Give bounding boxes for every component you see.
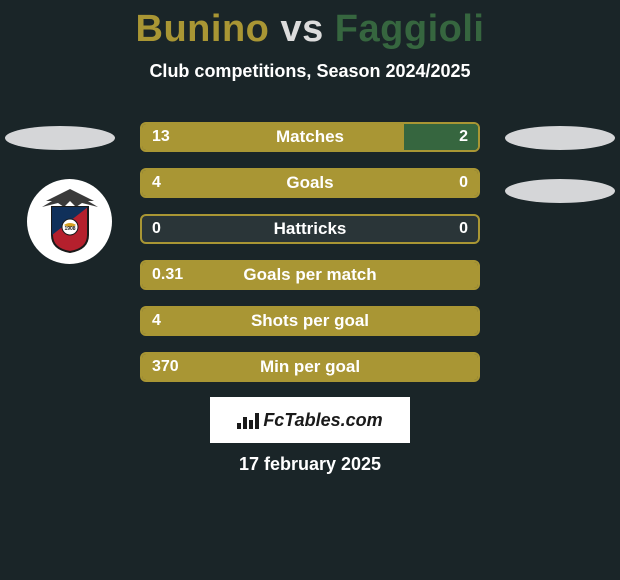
stat-row: 0.31Goals per match: [140, 260, 480, 290]
fctables-label: FcTables.com: [263, 410, 382, 431]
stat-row: 0Hattricks0: [140, 214, 480, 244]
stat-row: 13Matches2: [140, 122, 480, 152]
stat-value-player2: 2: [459, 124, 468, 150]
stat-row: 370Min per goal: [140, 352, 480, 382]
crest-graphic: 1908: [45, 193, 95, 251]
stat-label: Hattricks: [142, 216, 478, 242]
icon-bar: [243, 417, 247, 429]
stat-value-player2: 0: [459, 170, 468, 196]
title-vs: vs: [280, 8, 323, 50]
date-label: 17 february 2025: [0, 454, 620, 475]
stat-label: Min per goal: [142, 354, 478, 380]
bar-chart-icon: [237, 411, 259, 429]
shield-icon: 1908: [50, 205, 90, 253]
stat-value-player2: 0: [459, 216, 468, 242]
title-player1: Bunino: [136, 8, 270, 50]
stat-label: Matches: [142, 124, 478, 150]
page-title: Bunino vs Faggioli: [0, 0, 620, 51]
team-badge-placeholder-right-2: [505, 179, 615, 203]
team-badge-placeholder-top-right: [505, 126, 615, 150]
stat-label: Shots per goal: [142, 308, 478, 334]
stat-label: Goals per match: [142, 262, 478, 288]
comparison-bars: 13Matches24Goals00Hattricks00.31Goals pe…: [140, 122, 480, 398]
title-player2: Faggioli: [335, 8, 485, 50]
subtitle: Club competitions, Season 2024/2025: [0, 61, 620, 82]
fctables-watermark: FcTables.com: [210, 397, 410, 443]
team-crest: 1908: [27, 179, 112, 264]
icon-bar: [255, 413, 259, 429]
stat-label: Goals: [142, 170, 478, 196]
icon-bar: [249, 420, 253, 429]
team-badge-placeholder-top-left: [5, 126, 115, 150]
svg-text:1908: 1908: [64, 226, 75, 232]
icon-bar: [237, 423, 241, 429]
stat-row: 4Goals0: [140, 168, 480, 198]
stat-row: 4Shots per goal: [140, 306, 480, 336]
